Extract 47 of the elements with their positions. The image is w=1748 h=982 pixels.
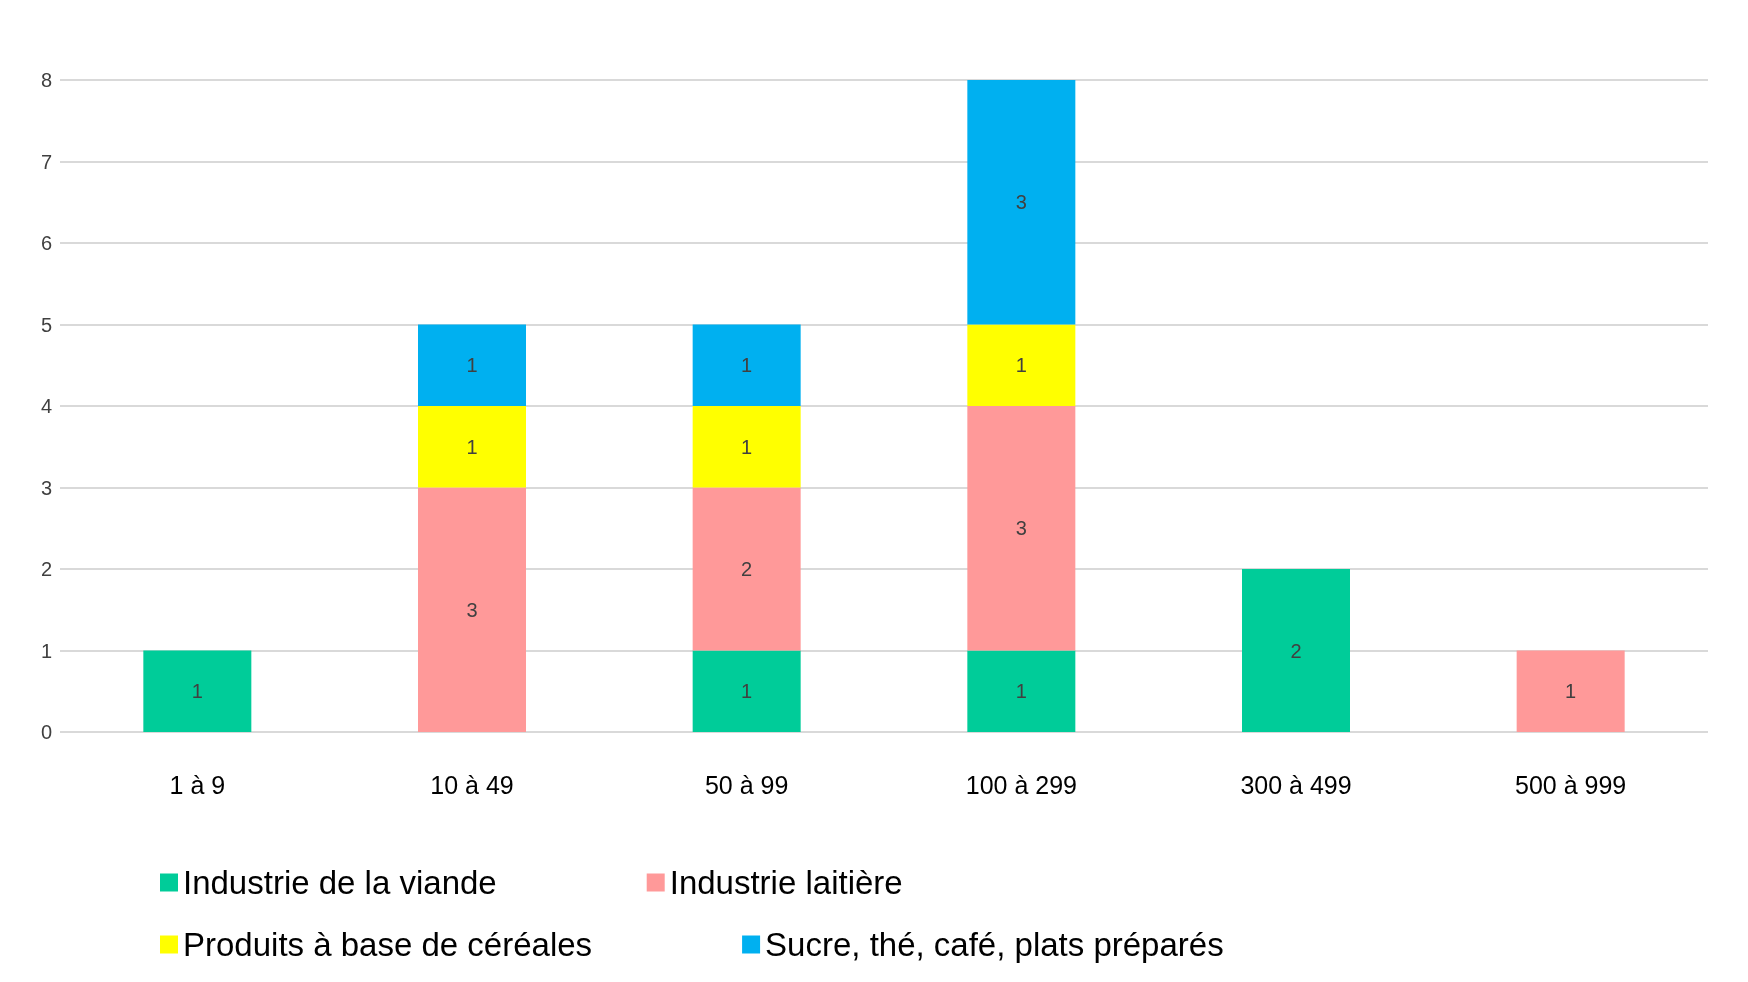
legend-label: Produits à base de céréales	[183, 926, 593, 963]
x-tick-label: 10 à 49	[430, 770, 514, 799]
y-tick-label: 1	[40, 639, 52, 662]
data-label: 1	[741, 435, 753, 458]
bar	[967, 650, 1076, 732]
x-tick-label: 1 à 9	[169, 770, 226, 799]
bar	[692, 406, 801, 488]
y-tick-label: 2	[40, 558, 52, 580]
bar	[967, 80, 1076, 325]
x-tick-label: 300 à 499	[1240, 770, 1352, 799]
x-tick-label: 500 à 999	[1515, 770, 1627, 799]
y-tick-label: 4	[40, 395, 52, 417]
bar	[418, 324, 526, 406]
legend-label: Industrie de la viande	[183, 864, 497, 901]
y-tick-label: 0	[40, 721, 52, 743]
data-label: 1	[741, 354, 753, 377]
bar	[1516, 650, 1625, 732]
legend-label: Industrie laitière	[669, 864, 903, 901]
x-tick-label: 50 à 99	[704, 770, 789, 799]
y-tick-label: 8	[40, 69, 52, 91]
data-label: 1	[1015, 354, 1027, 377]
bar	[967, 406, 1076, 651]
bar	[418, 406, 526, 488]
data-label: 1	[191, 680, 203, 703]
data-label: 1	[466, 354, 478, 377]
bar	[692, 324, 801, 406]
data-label: 1	[741, 680, 753, 703]
y-tick-label: 6	[40, 232, 52, 254]
bar	[967, 324, 1076, 406]
data-label: 3	[466, 598, 478, 621]
data-label: 1	[466, 435, 478, 458]
bar	[692, 487, 801, 651]
y-tick-label: 7	[40, 150, 52, 173]
bar	[692, 650, 801, 732]
legend-label: Sucre, thé, café, plats préparés	[765, 926, 1224, 963]
x-tick-label: 100 à 299	[965, 770, 1077, 799]
bar	[1242, 569, 1350, 732]
data-label: 2	[1290, 639, 1302, 662]
data-label: 3	[1015, 191, 1027, 214]
data-label: 1	[1015, 680, 1027, 703]
y-tick-label: 3	[40, 476, 52, 499]
y-tick-label: 5	[40, 313, 52, 336]
bar	[143, 650, 252, 732]
data-label: 1	[1565, 680, 1577, 703]
bar	[418, 487, 526, 732]
data-label: 3	[1015, 517, 1027, 540]
data-label: 2	[741, 558, 753, 580]
